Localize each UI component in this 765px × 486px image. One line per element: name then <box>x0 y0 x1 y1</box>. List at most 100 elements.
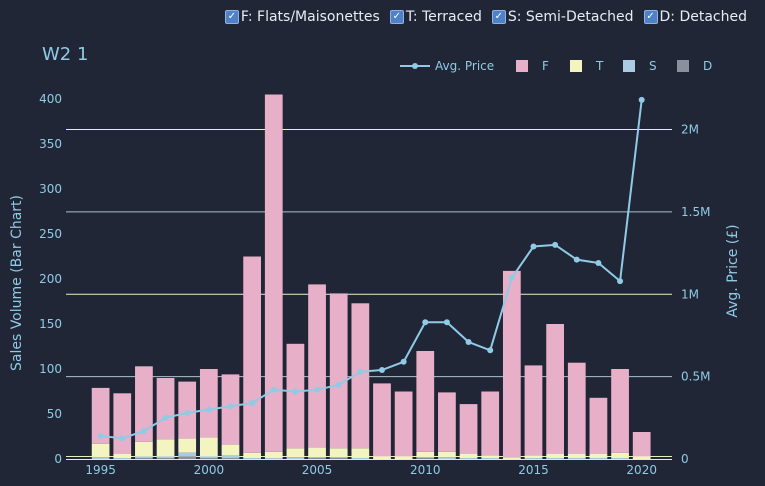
price-point-2010 <box>422 319 429 326</box>
bar-t-2020 <box>632 456 651 459</box>
price-point-2006 <box>335 381 342 388</box>
bar-t-1995 <box>91 443 110 458</box>
bar-s-2001 <box>221 455 240 459</box>
y-tick-label: 350 <box>39 137 62 151</box>
bar-d-1997 <box>135 458 153 459</box>
checkbox-check-icon[interactable]: ✓ <box>389 10 404 24</box>
bar-t-1997 <box>135 441 153 457</box>
legend-swatch-t <box>570 60 582 72</box>
x-tick-label: 2020 <box>626 463 657 477</box>
y-tick-label: 200 <box>39 272 62 286</box>
legend-swatch-s <box>623 60 635 72</box>
bar-t-1999 <box>178 438 197 453</box>
filter-label: D: Detached <box>659 9 747 25</box>
bar-f-2020 <box>632 432 651 457</box>
filter-checkbox-t[interactable]: ✓ T: Terraced <box>389 9 482 25</box>
legend-label: D <box>703 59 712 73</box>
bar-d-2000 <box>199 458 218 459</box>
y-tick-label: 0 <box>54 452 62 466</box>
filter-checkbox-s[interactable]: ✓ S: Semi-Detached <box>491 9 634 25</box>
bar-s-2002 <box>243 458 262 459</box>
bar-t-2014 <box>502 457 521 459</box>
y2-tick-label: 2M <box>681 123 699 137</box>
bar-s-2000 <box>199 456 218 459</box>
y-tick-label: 50 <box>47 407 62 421</box>
bar-f-2018 <box>589 397 608 454</box>
filter-checkbox-d[interactable]: ✓ D: Detached <box>643 9 747 25</box>
bar-t-1996 <box>113 453 132 459</box>
price-point-2007 <box>357 368 364 375</box>
price-point-2020 <box>638 96 645 103</box>
x-tick-label: 2015 <box>518 463 549 477</box>
bar-s-1997 <box>135 456 153 459</box>
bar-f-1997 <box>135 366 153 442</box>
price-point-1996 <box>119 435 126 442</box>
bar-d-1999 <box>178 456 197 459</box>
price-point-2004 <box>292 388 299 395</box>
axes: 0 0.5M 1M 1.5M 2M 0 50 100 150 200 250 300 350 400 199… <box>39 92 710 477</box>
price-point-2014 <box>508 274 515 281</box>
bar-s-2018 <box>589 458 608 459</box>
bar-f-2011 <box>438 392 456 452</box>
legend-swatch-price-marker <box>412 63 418 69</box>
bar-t-2000 <box>199 437 218 457</box>
bar-f-1998 <box>156 378 175 440</box>
price-point-2015 <box>530 243 537 250</box>
price-point-1998 <box>162 414 169 421</box>
y2-tick-label: 0 <box>681 452 689 466</box>
bar-s-2004 <box>286 457 305 459</box>
price-point-2011 <box>443 319 450 326</box>
y-tick-label: 300 <box>39 182 62 196</box>
bar-f-2003 <box>264 94 283 452</box>
filter-label: S: Semi-Detached <box>507 9 634 25</box>
bar-t-2012 <box>459 453 478 459</box>
price-point-1997 <box>140 427 147 434</box>
y2-tick-label: 1M <box>681 287 699 301</box>
filter-label: F: Flats/Maisonettes <box>240 9 380 25</box>
bar-f-2009 <box>394 391 413 457</box>
bar-s-2006 <box>329 457 348 459</box>
bar-t-2013 <box>481 455 500 459</box>
x-tick-label: 2000 <box>194 463 225 477</box>
bar-f-2004 <box>286 343 305 449</box>
bar-t-2007 <box>351 448 370 459</box>
price-point-1995 <box>97 432 104 439</box>
price-point-2019 <box>617 278 624 285</box>
bar-f-2006 <box>329 293 348 449</box>
bar-d-2010 <box>416 458 435 459</box>
bar-f-2001 <box>221 374 240 445</box>
price-point-2002 <box>249 399 256 406</box>
bar-t-2010 <box>416 451 435 458</box>
filter-checkbox-f[interactable]: ✓ F: Flats/Maisonettes <box>224 9 380 25</box>
price-line-path <box>100 99 643 440</box>
price-point-2012 <box>465 339 472 346</box>
legend-label: T <box>595 59 604 73</box>
price-point-2009 <box>400 358 407 365</box>
bar-s-1995 <box>91 457 110 459</box>
bar-s-1998 <box>156 456 175 459</box>
y-tick-label: 250 <box>39 227 62 241</box>
price-point-2018 <box>595 259 602 266</box>
bar-f-2016 <box>546 324 565 454</box>
legend-swatch-d <box>677 60 689 72</box>
bar-f-2007 <box>351 303 370 449</box>
checkbox-check-icon[interactable]: ✓ <box>491 10 506 24</box>
price-point-2005 <box>314 386 321 393</box>
bar-f-2013 <box>481 391 500 456</box>
bar-d-2005 <box>308 458 326 459</box>
bar-t-2019 <box>611 452 629 459</box>
bar-s-2003 <box>264 458 283 459</box>
x-tick-label: 2010 <box>410 463 441 477</box>
bar-s-2010 <box>416 457 435 459</box>
bar-t-2016 <box>546 453 565 459</box>
checkbox-check-icon[interactable]: ✓ <box>224 10 239 24</box>
checkbox-check-icon[interactable]: ✓ <box>643 10 658 24</box>
y2-tick-label: 1.5M <box>681 205 710 219</box>
bar-s-2012 <box>459 458 478 459</box>
bar-t-2018 <box>589 453 608 459</box>
bar-d-2006 <box>329 458 348 459</box>
bar-f-2010 <box>416 351 435 452</box>
bar-f-2017 <box>567 362 586 454</box>
price-point-2001 <box>227 403 234 410</box>
legend-label: F <box>542 59 549 73</box>
